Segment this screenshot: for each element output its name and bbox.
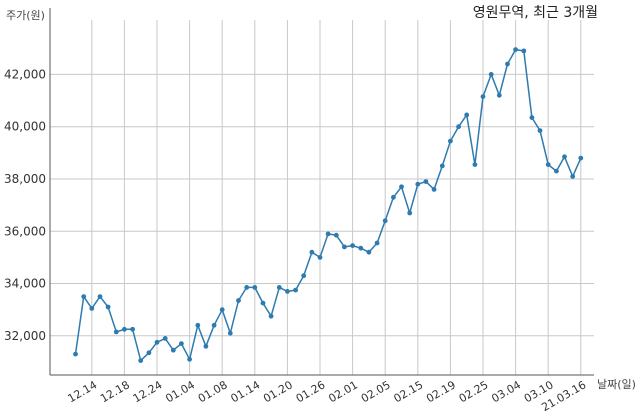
data-point bbox=[105, 304, 111, 310]
data-point bbox=[431, 187, 437, 192]
x-tick-label: 03.04 bbox=[489, 378, 523, 405]
data-point bbox=[480, 94, 486, 99]
data-point bbox=[211, 322, 217, 328]
data-point bbox=[342, 244, 347, 250]
data-point bbox=[537, 128, 543, 134]
data-point bbox=[448, 138, 453, 144]
data-point bbox=[570, 174, 576, 179]
data-point bbox=[578, 155, 584, 161]
data-point bbox=[154, 339, 160, 345]
data-point bbox=[472, 162, 478, 168]
data-point bbox=[203, 343, 209, 349]
data-point bbox=[407, 210, 413, 216]
data-point bbox=[130, 326, 136, 332]
data-point bbox=[227, 330, 233, 336]
x-tick-label: 02.25 bbox=[457, 378, 491, 405]
data-point bbox=[505, 61, 510, 67]
data-point bbox=[138, 358, 144, 363]
data-point bbox=[333, 232, 339, 238]
data-point bbox=[456, 124, 461, 130]
x-tick-label: 12.24 bbox=[131, 378, 165, 405]
data-point bbox=[374, 240, 380, 246]
data-point bbox=[325, 231, 331, 237]
x-tick-label: 12.14 bbox=[66, 378, 100, 405]
data-point bbox=[529, 115, 535, 120]
x-tick-label: 01.14 bbox=[229, 378, 263, 405]
data-point bbox=[252, 285, 258, 290]
data-point bbox=[170, 347, 176, 353]
data-point bbox=[195, 322, 201, 328]
x-tick-label: 01.08 bbox=[196, 378, 230, 405]
data-point bbox=[244, 285, 250, 290]
x-tick-label: 12.18 bbox=[98, 378, 132, 405]
data-point bbox=[358, 245, 364, 251]
data-point bbox=[309, 249, 315, 255]
y-tick-label: 42,000 bbox=[4, 67, 46, 81]
data-point bbox=[162, 336, 168, 341]
y-axis-label: 주가(원) bbox=[6, 9, 45, 22]
data-point bbox=[146, 350, 152, 356]
data-point bbox=[554, 168, 559, 174]
x-tick-label: 01.20 bbox=[261, 378, 295, 405]
x-axis-label: 날짜(일) bbox=[597, 377, 636, 391]
data-point bbox=[423, 179, 429, 185]
data-point bbox=[366, 249, 372, 255]
data-point bbox=[285, 289, 290, 294]
data-point bbox=[496, 92, 502, 98]
series-line bbox=[74, 48, 582, 362]
x-tick-label: 02.15 bbox=[392, 378, 426, 405]
x-tick-label: 01.26 bbox=[294, 378, 328, 405]
data-point bbox=[73, 351, 78, 357]
y-tick-label: 32,000 bbox=[4, 329, 46, 343]
data-point bbox=[268, 313, 274, 319]
data-point bbox=[260, 300, 266, 306]
x-tick-label: 02.19 bbox=[424, 378, 458, 405]
data-point bbox=[187, 356, 193, 362]
data-point bbox=[521, 48, 527, 54]
axis-layer bbox=[49, 8, 594, 376]
data-point bbox=[415, 181, 421, 187]
data-point bbox=[179, 341, 184, 346]
data-point bbox=[89, 306, 95, 311]
data-point bbox=[219, 307, 225, 313]
x-tick-label: 02.05 bbox=[359, 378, 393, 405]
y-tick-label: 38,000 bbox=[4, 172, 46, 186]
y-tick-labels: 32,000 34,000 36,000 38,000 40,000 42,000 bbox=[4, 67, 46, 342]
data-point bbox=[317, 255, 323, 260]
grid-layer bbox=[50, 20, 594, 375]
data-point bbox=[97, 294, 103, 299]
x-tick-label: 02.01 bbox=[326, 378, 360, 405]
x-tick-label: 01.04 bbox=[163, 378, 197, 405]
data-point bbox=[399, 184, 404, 190]
data-point bbox=[301, 273, 307, 279]
data-point bbox=[382, 218, 388, 224]
y-tick-label: 34,000 bbox=[4, 277, 46, 291]
data-point bbox=[276, 285, 282, 290]
data-point bbox=[350, 243, 355, 249]
x-tick-labels: 12.1412.1812.2401.0401.0801.1401.2001.26… bbox=[66, 378, 589, 414]
series-layer bbox=[73, 47, 584, 363]
data-point bbox=[122, 326, 127, 332]
data-point bbox=[113, 329, 119, 335]
data-point bbox=[464, 112, 470, 118]
y-tick-label: 40,000 bbox=[4, 120, 46, 134]
data-point bbox=[293, 287, 298, 293]
data-point bbox=[81, 294, 87, 299]
data-point bbox=[545, 162, 551, 168]
data-point bbox=[562, 154, 567, 160]
data-point bbox=[513, 47, 518, 52]
data-point bbox=[488, 72, 494, 77]
data-point bbox=[236, 298, 241, 303]
data-point bbox=[391, 194, 396, 200]
y-tick-label: 36,000 bbox=[4, 224, 46, 238]
chart-title: 영원무역, 최근 3개월 bbox=[473, 5, 598, 21]
data-point bbox=[439, 163, 445, 169]
